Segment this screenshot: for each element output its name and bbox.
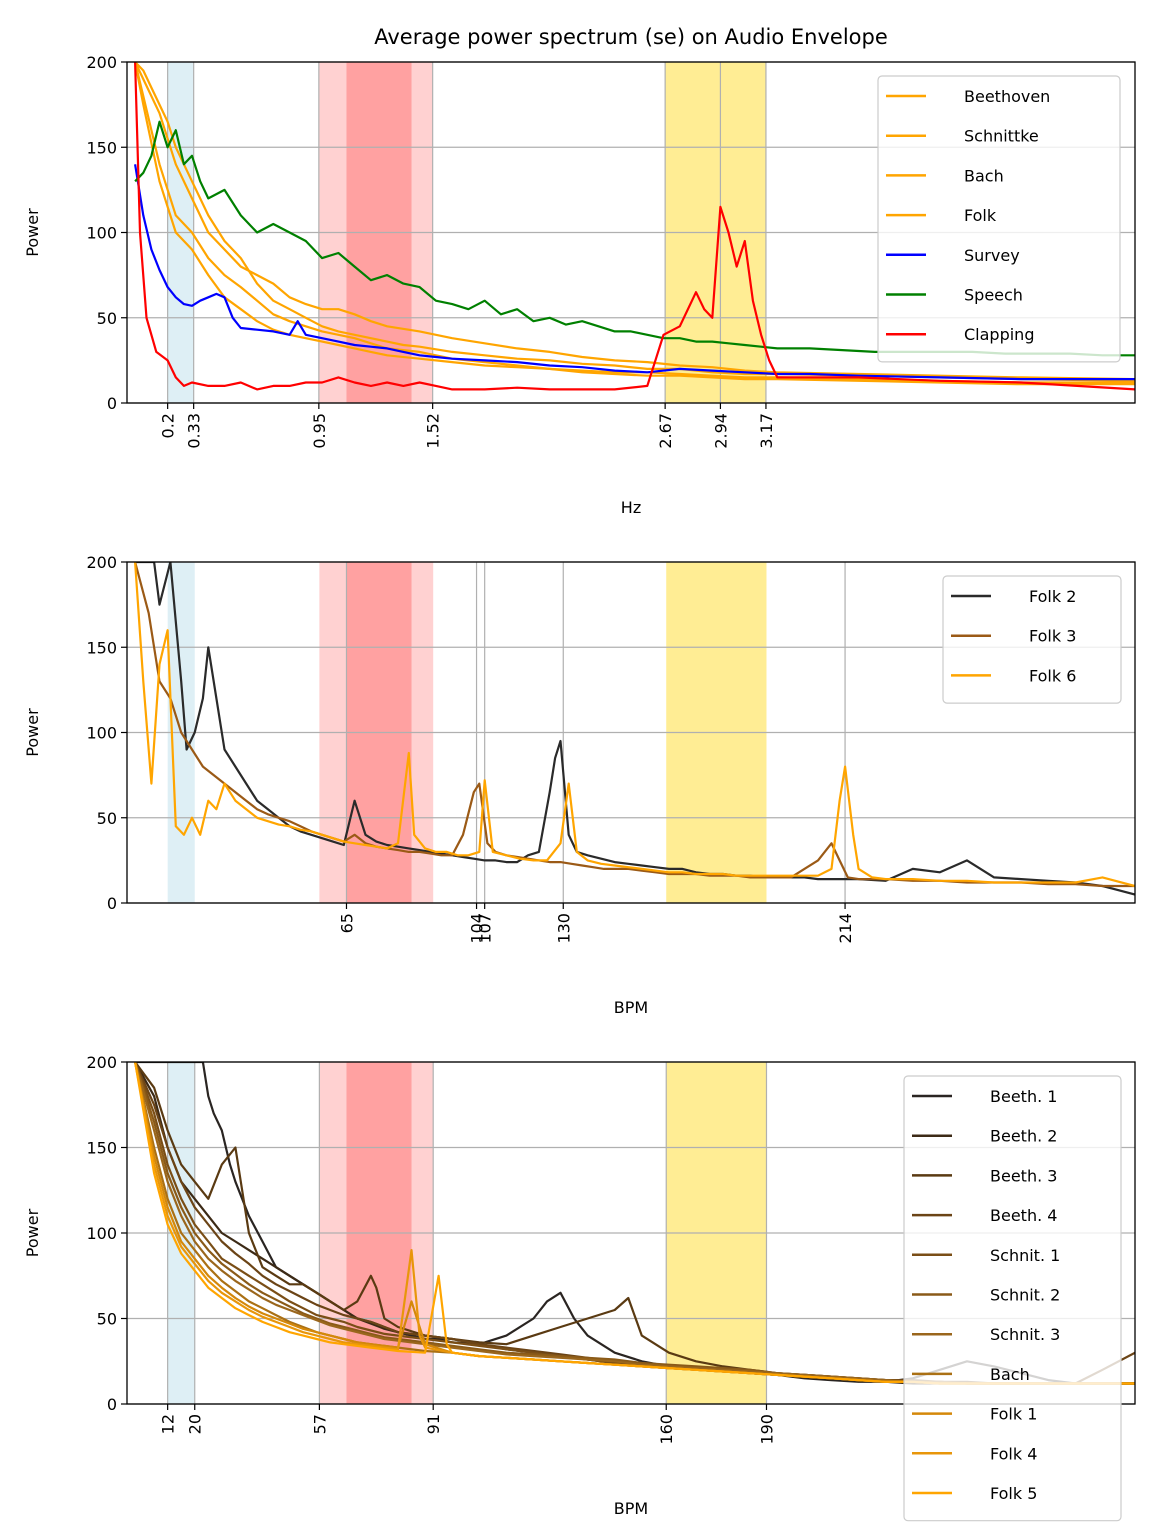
figure-title: Average power spectrum (se) on Audio Env… xyxy=(374,25,888,49)
x-tick-label: 65 xyxy=(337,913,356,933)
legend-label: Schnittke xyxy=(964,127,1039,146)
legend-label: Schnit. 3 xyxy=(990,1325,1060,1344)
legend-label: Bach xyxy=(990,1365,1030,1384)
legend: Folk 2 Folk 3 Folk 6 xyxy=(942,575,1122,704)
legend-label: Folk 5 xyxy=(990,1484,1037,1503)
y-axis-label: Power xyxy=(23,208,42,257)
y-tick-label: 200 xyxy=(86,1053,117,1072)
x-tick-label: 214 xyxy=(836,913,855,944)
y-tick-label: 100 xyxy=(86,1224,117,1243)
y-tick-label: 0 xyxy=(107,394,117,413)
x-tick-label: 107 xyxy=(476,913,495,944)
series-line-clapping xyxy=(134,62,1135,391)
x-tick-label: 57 xyxy=(310,1414,329,1434)
x-tick-label: 0.33 xyxy=(185,413,204,449)
legend-label: Schnit. 1 xyxy=(990,1246,1060,1265)
y-tick-label: 50 xyxy=(97,309,117,328)
series-line-folk-6 xyxy=(134,562,1135,888)
legend-label: Beethoven xyxy=(964,87,1050,106)
y-tick-label: 50 xyxy=(97,1310,117,1329)
legend: Beethoven Schnittke Bach Folk Survey Speech Cl… xyxy=(877,75,1121,363)
legend-box xyxy=(903,1075,1122,1522)
y-tick-label: 0 xyxy=(107,1395,117,1414)
legend-label: Schnit. 2 xyxy=(990,1286,1060,1305)
y-axis-label: Power xyxy=(23,708,42,757)
x-tick-label: 3.17 xyxy=(757,413,776,449)
legend-label: Clapping xyxy=(964,325,1034,344)
y-tick-label: 150 xyxy=(86,138,117,157)
x-tick-label: 2.94 xyxy=(711,413,730,449)
x-tick-label: 0.95 xyxy=(310,413,329,449)
y-axis-label: Power xyxy=(23,1208,42,1257)
x-tick-label: 190 xyxy=(757,1414,776,1445)
legend-label: Survey xyxy=(964,246,1020,265)
x-tick-label: 0.2 xyxy=(159,413,178,438)
y-tick-label: 0 xyxy=(107,894,117,913)
series-line-survey xyxy=(134,164,1135,381)
legend-label: Bach xyxy=(964,166,1004,185)
legend-label: Folk 6 xyxy=(1029,666,1076,685)
legend-label: Folk xyxy=(964,206,997,225)
y-tick-label: 150 xyxy=(86,638,117,657)
x-tick-label: 20 xyxy=(186,1414,205,1434)
legend-label: Folk 4 xyxy=(990,1444,1037,1463)
legend-label: Beeth. 3 xyxy=(990,1166,1057,1185)
y-tick-label: 200 xyxy=(86,53,117,72)
series-line-schnittke xyxy=(134,62,1135,381)
series-line-speech xyxy=(134,120,1135,357)
x-axis-label: BPM xyxy=(614,1499,648,1518)
legend-label: Speech xyxy=(964,286,1023,305)
chart-panel-hz: 0 50 100 150 200 0.2 0.33 0.95 1.52 2.67 2.94 3.17 H… xyxy=(23,53,1136,517)
legend-box xyxy=(877,75,1121,363)
legend-label: Beeth. 1 xyxy=(990,1087,1057,1106)
legend-label: Beeth. 4 xyxy=(990,1206,1057,1225)
x-axis-label: Hz xyxy=(621,498,641,517)
y-tick-label: 50 xyxy=(97,809,117,828)
y-tick-label: 200 xyxy=(86,553,117,572)
chart-panel-bpm-all: 0 50 100 150 200 12 20 57 91 160 190 BPM Power Beeth.… xyxy=(23,1053,1136,1522)
x-tick-label: 104 xyxy=(468,913,487,944)
x-tick-label: 160 xyxy=(657,1414,676,1445)
legend-label: Folk 2 xyxy=(1029,587,1076,606)
x-tick-label: 2.67 xyxy=(656,413,675,449)
legend-label: Folk 1 xyxy=(990,1405,1037,1424)
series-line-folk xyxy=(134,62,1135,384)
legend-box xyxy=(942,575,1122,704)
x-tick-label: 1.52 xyxy=(424,413,443,449)
legend: Beeth. 1 Beeth. 2 Beeth. 3 Beeth. 4 Schnit. … xyxy=(903,1075,1122,1522)
x-tick-label: 130 xyxy=(554,913,573,944)
x-tick-label: 12 xyxy=(159,1414,178,1434)
legend-label: Folk 3 xyxy=(1029,627,1076,646)
x-tick-label: 91 xyxy=(424,1414,443,1434)
y-tick-label: 150 xyxy=(86,1139,117,1158)
x-axis-label: BPM xyxy=(614,998,648,1017)
legend-label: Beeth. 2 xyxy=(990,1127,1057,1146)
y-tick-label: 100 xyxy=(86,224,117,243)
y-tick-label: 100 xyxy=(86,724,117,743)
